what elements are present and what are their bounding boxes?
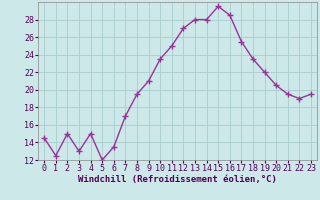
X-axis label: Windchill (Refroidissement éolien,°C): Windchill (Refroidissement éolien,°C): [78, 175, 277, 184]
